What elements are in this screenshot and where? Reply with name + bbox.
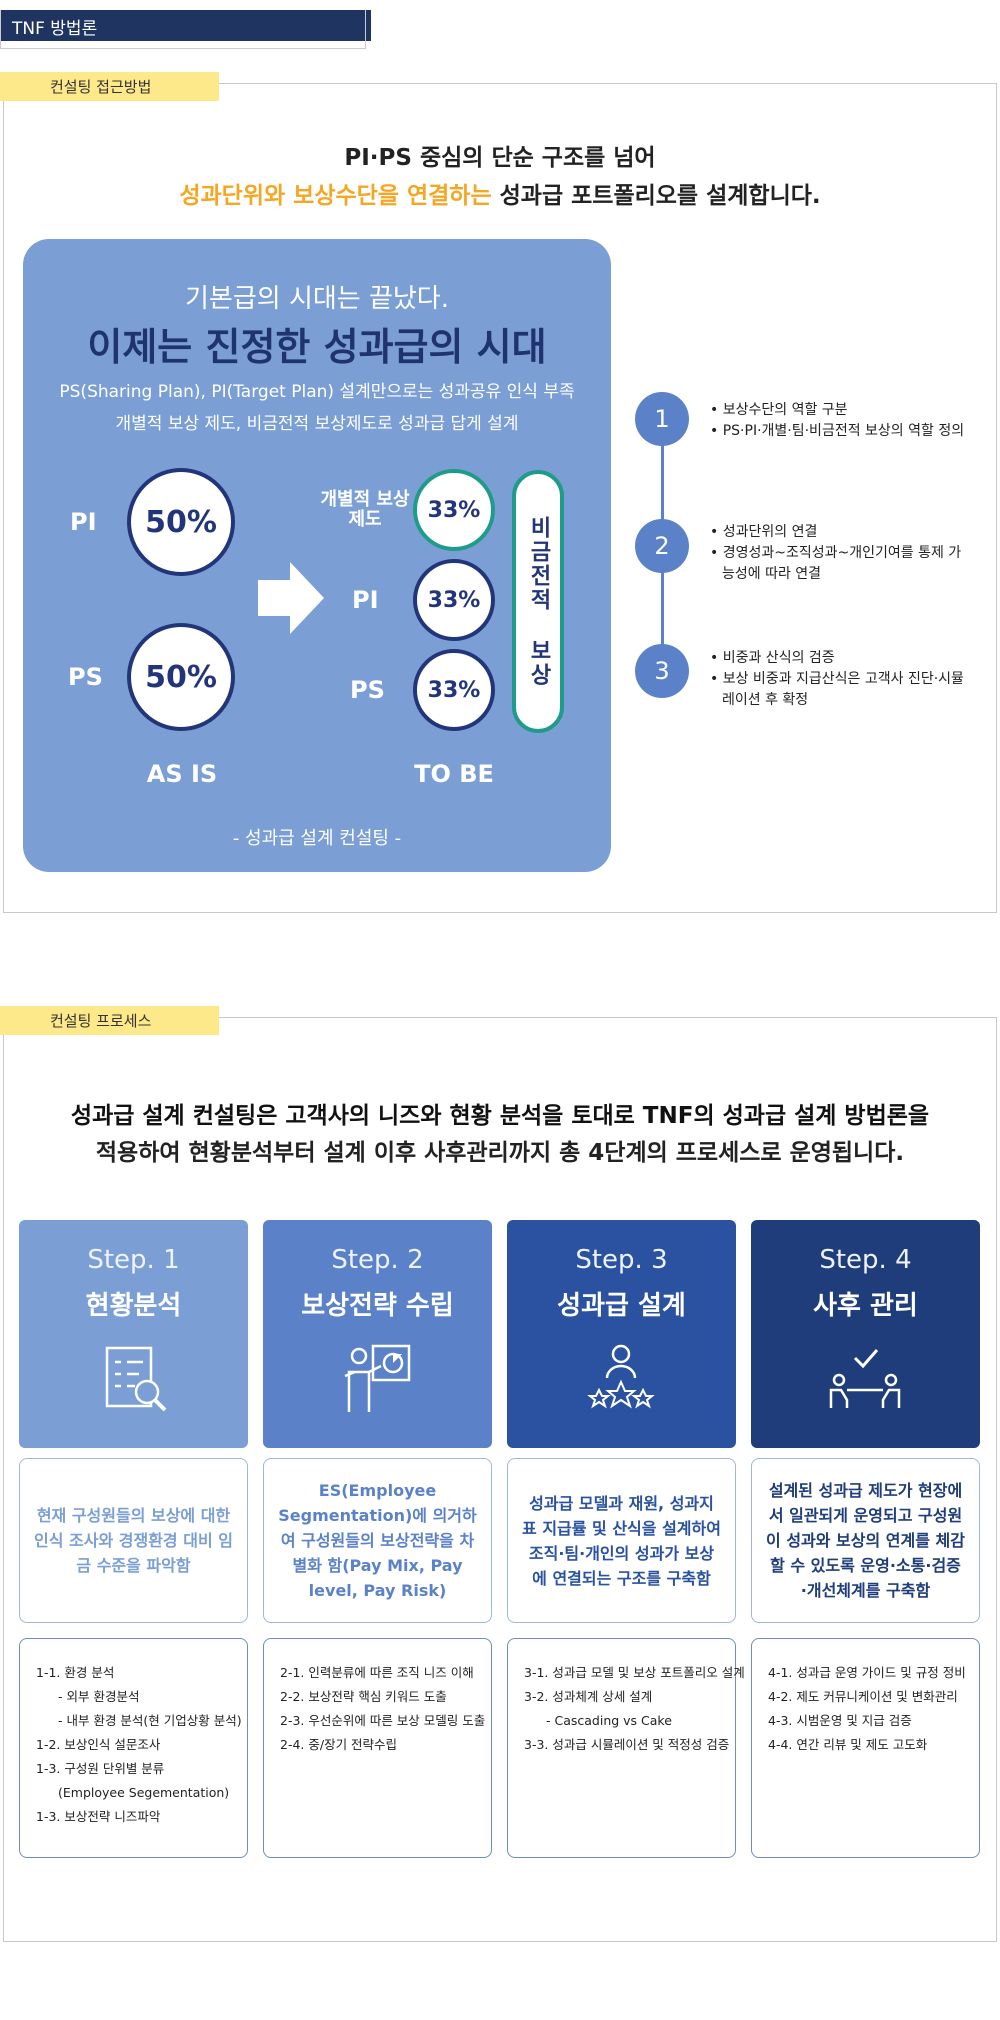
- detail-item: - 외부 환경분석: [58, 1689, 140, 1704]
- as-is-label: AS IS: [146, 760, 218, 788]
- step-description: 설계된 성과급 제도가 현장에서 일관되게 운영되고 구성원이 성과와 보상의 …: [751, 1458, 980, 1623]
- step-card: [507, 1220, 736, 1448]
- detail-item: 4-2. 제도 커뮤니케이션 및 변화관리: [768, 1689, 958, 1704]
- detail-item: 1-1. 환경 분석: [36, 1665, 115, 1680]
- step-details: 4-1. 성과급 운영 가이드 및 규정 정비 4-2. 제도 커뮤니케이션 및 …: [751, 1638, 980, 1858]
- step-card: [19, 1220, 248, 1448]
- step-description: 현재 구성원들의 보상에 대한 인식 조사와 경쟁환경 대비 임금 수준을 파악…: [19, 1458, 248, 1623]
- process-frame: [3, 1017, 997, 1942]
- step-description: ES(Employee Segmentation)에 의거하여 구성원들의 보상…: [263, 1458, 492, 1623]
- detail-item: 4-4. 연간 리뷰 및 제도 고도화: [768, 1737, 928, 1752]
- section-tag: 컨설팅 프로세스: [0, 1006, 219, 1035]
- to-be-label: TO BE: [414, 760, 494, 788]
- step-details: 1-1. 환경 분석 - 외부 환경분석 - 내부 환경 분석(현 기업상황 분석)…: [19, 1638, 248, 1858]
- to-be-name: PI: [352, 586, 379, 614]
- to-be-share: 33%: [413, 469, 495, 551]
- step-icon: [97, 1342, 171, 1416]
- box-title: 이제는 진정한 성과급의 시대: [87, 325, 547, 369]
- detail-item: - Cascading vs Cake: [546, 1713, 672, 1728]
- detail-item: 3-3. 성과급 시뮬레이션 및 적정성 검증: [524, 1737, 730, 1752]
- detail-item: 2-2. 보상전략 핵심 키워드 도출: [280, 1689, 447, 1704]
- box-caption: - 성과급 설계 컨설팅 -: [232, 828, 402, 849]
- step-icon: [829, 1342, 903, 1416]
- bullet: 보상 비중과 지급산식은 고객사 진단·시뮬레이션 후 확정: [710, 669, 970, 711]
- as-is-share: 50%: [127, 623, 235, 731]
- step-title: 현황분석: [85, 1291, 182, 1321]
- detail-item: 2-1. 인력분류에 따른 조직 니즈 이해: [280, 1665, 474, 1680]
- step-label: Step. 4: [819, 1245, 912, 1275]
- detail-item: 3-1. 성과급 모델 및 보상 포트폴리오 설계: [524, 1665, 745, 1680]
- process-heading: 성과급 설계 컨설팅은 고객사의 니즈와 현황 분석을 토대로 TNF의 성과급…: [0, 1096, 1000, 1130]
- arrow: [258, 562, 324, 634]
- detail-item: 1-3. 구성원 단위별 분류: [36, 1761, 165, 1776]
- step-number: 1: [635, 392, 689, 446]
- heading-line: 성과급 설계 컨설팅은 고객사의 니즈와 현황 분석을 토대로 TNF의 성과급…: [70, 1103, 930, 1129]
- bullet: 비중과 산식의 검증: [710, 648, 970, 669]
- process-heading: 적용하여 현황분석부터 설계 이후 사후관리까지 총 4단계의 프로세스로 운영…: [95, 1140, 905, 1166]
- step-card: [263, 1220, 492, 1448]
- detail-item: 4-1. 성과급 운영 가이드 및 규정 정비: [768, 1665, 966, 1680]
- step-title: 사후 관리: [813, 1291, 918, 1321]
- header-title: TNF 방법론: [0, 10, 371, 41]
- as-is-share: 50%: [127, 468, 235, 576]
- detail-item: 3-2. 성과체계 상세 설계: [524, 1689, 653, 1704]
- step-number: 2: [635, 519, 689, 573]
- box-text: PS(Sharing Plan), PI(Target Plan) 설계만으로는…: [59, 382, 575, 402]
- to-be-share: 33%: [413, 559, 495, 641]
- box-text: 개별적 보상 제도, 비금전적 보상제도로 성과급 답게 설계: [115, 414, 519, 434]
- step-card: [751, 1220, 980, 1448]
- icon: [829, 1349, 901, 1408]
- to-be-share: 33%: [413, 649, 495, 731]
- bullet: 보상수단의 역할 구분: [710, 400, 970, 421]
- detail-item: 1-2. 보상인식 설문조사: [36, 1737, 161, 1752]
- detail-item: 4-3. 시범운영 및 지급 검증: [768, 1713, 912, 1728]
- step-title: 성과급 설계: [557, 1291, 686, 1321]
- step-label: Step. 2: [331, 1245, 424, 1275]
- to-be-pill: 비금전적 보상: [512, 470, 564, 733]
- section-tag: 컨설팅 접근방법: [0, 72, 219, 101]
- approach-frame: [3, 83, 997, 913]
- detail-item: 2-3. 우선순위에 따른 보상 모델링 도출: [280, 1713, 486, 1728]
- heading-line: 성과단위와 보상수단을 연결하는 성과급 포트폴리오를 설계합니다.: [0, 176, 1000, 210]
- box-kicker: 기본급의 시대는 끝났다.: [185, 284, 449, 314]
- as-is-name: PI: [70, 508, 97, 536]
- step-label: Step. 1: [87, 1245, 180, 1275]
- heading-line: PI·PS 중심의 단순 구조를 넘어: [344, 145, 656, 171]
- to-be-name: 개별적 보상제도: [320, 489, 410, 530]
- bullet: PS·PI·개별·팀·비금전적 보상의 역할 정의: [710, 421, 970, 442]
- step-icon: [585, 1342, 659, 1416]
- step-number: 3: [635, 644, 689, 698]
- heading-highlight: 성과단위와 보상수단을 연결하는: [179, 183, 492, 209]
- step-title: 보상전략 수립: [301, 1291, 454, 1321]
- step-label: Step. 3: [575, 1245, 668, 1275]
- icon: [587, 1344, 655, 1409]
- detail-item: 1-3. 보상전략 니즈파악: [36, 1809, 161, 1824]
- bullet: 성과단위의 연결: [710, 522, 970, 543]
- step-details: 3-1. 성과급 모델 및 보상 포트폴리오 설계 3-2. 성과체계 상세 설계…: [507, 1638, 745, 1858]
- bullet: 경영성과~조직성과~개인기여를 통제 가능성에 따라 연결: [710, 543, 970, 585]
- to-be-name: PS: [350, 676, 385, 704]
- step-details: 2-1. 인력분류에 따른 조직 니즈 이해 2-2. 보상전략 핵심 키워드 도…: [263, 1638, 492, 1858]
- step-description: 성과급 모델과 재원, 성과지표 지급률 및 산식을 설계하여 조직·팀·개인의…: [507, 1458, 736, 1623]
- as-is-name: PS: [68, 663, 103, 691]
- icon: [344, 1344, 411, 1412]
- detail-item: - 내부 환경 분석(현 기업상황 분석): [58, 1713, 242, 1728]
- detail-item: 2-4. 중/장기 전략수립: [280, 1737, 398, 1752]
- detail-item: (Employee Segementation): [58, 1785, 230, 1800]
- header-underline: [0, 10, 366, 49]
- step-icon: [341, 1342, 415, 1416]
- icon: [105, 1346, 167, 1412]
- heading-rest: 성과급 포트폴리오를 설계합니다.: [499, 183, 821, 209]
